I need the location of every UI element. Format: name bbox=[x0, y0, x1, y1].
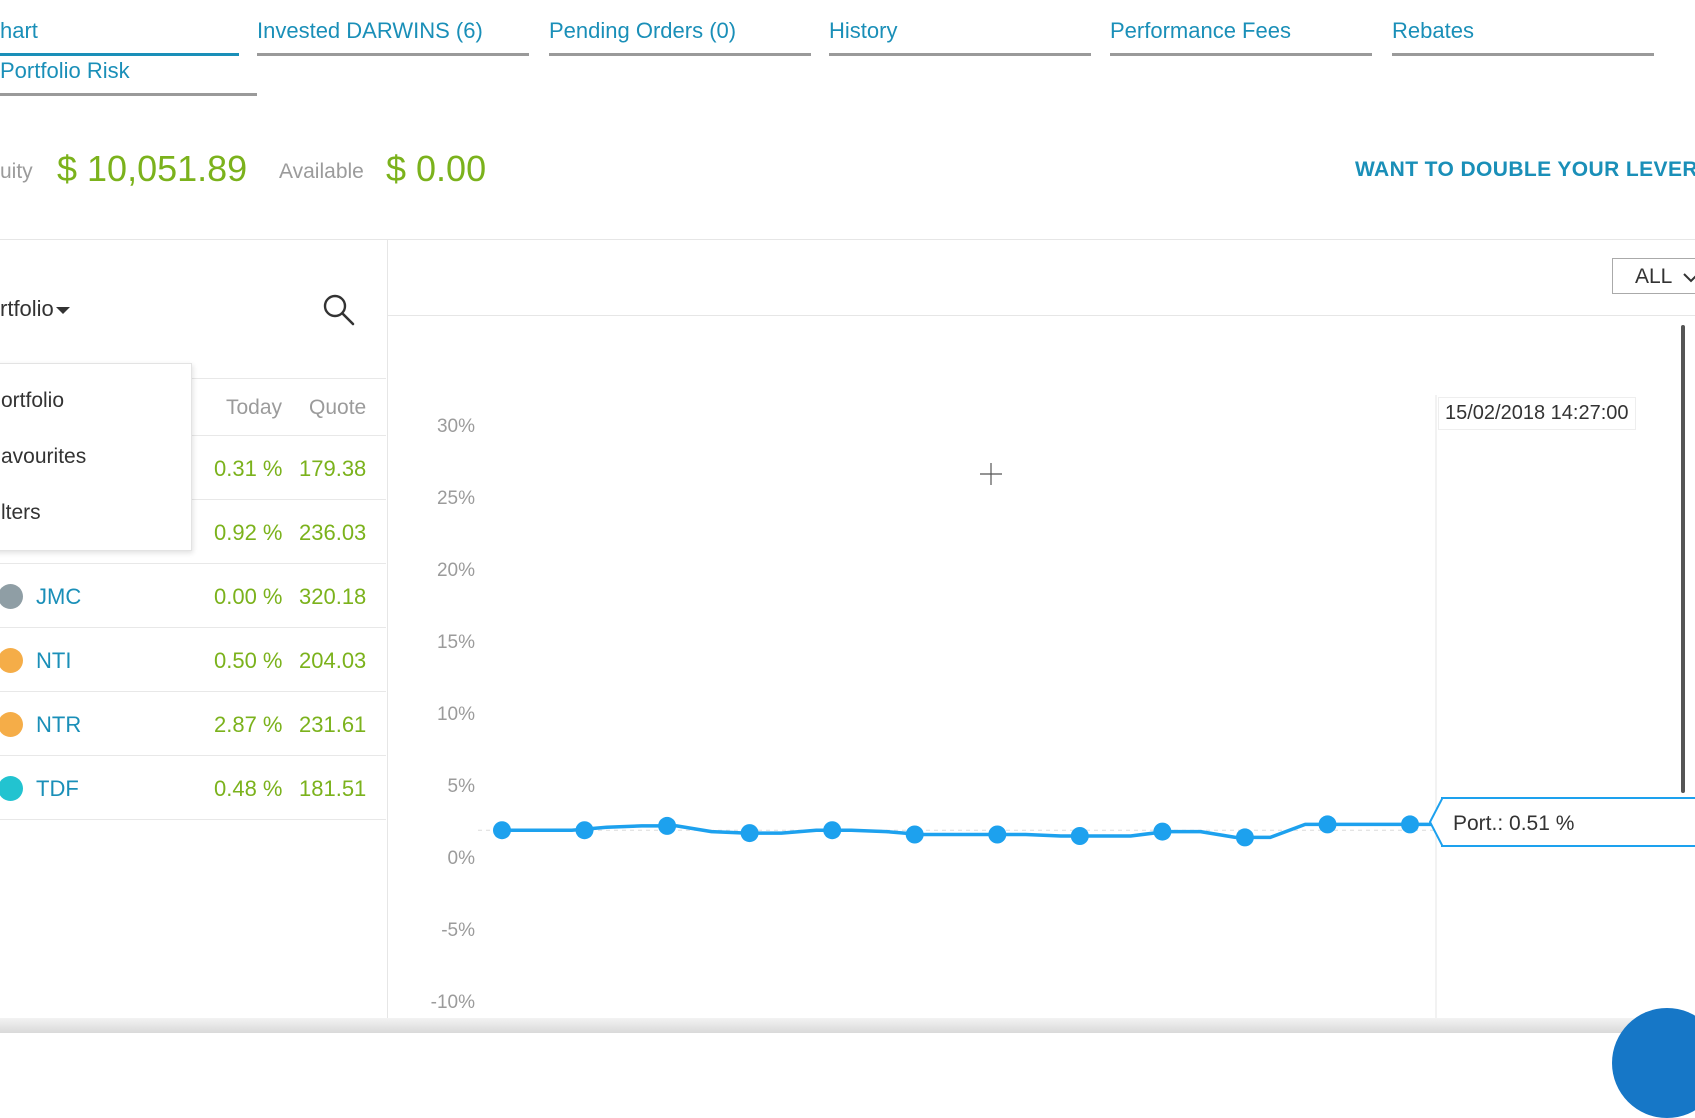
y-tick-label: -5% bbox=[441, 920, 475, 941]
darwin-ticker[interactable]: NTI bbox=[36, 648, 72, 673]
tab-invested-darwins[interactable]: Invested DARWINS (6) bbox=[257, 18, 529, 56]
portfolio-dropdown-menu: ortfolio avourites lters bbox=[0, 363, 192, 551]
tab-history[interactable]: History bbox=[829, 18, 1091, 56]
tooltip-date: 15/02/2018 14:27:00 bbox=[1438, 397, 1636, 430]
series-point[interactable] bbox=[1070, 827, 1089, 845]
today-change: 2.87 % bbox=[214, 712, 283, 737]
series-point[interactable] bbox=[823, 821, 842, 840]
available-value: $ 0.00 bbox=[386, 148, 487, 189]
crosshair-cursor-icon bbox=[980, 463, 1002, 485]
tab-portfolio-risk[interactable]: Portfolio Risk bbox=[0, 58, 257, 96]
dropdown-option-favourites[interactable]: avourites bbox=[1, 445, 87, 468]
portfolio-selector-label: rtfolio bbox=[0, 296, 54, 321]
column-header-quote: Quote bbox=[309, 396, 367, 419]
tab-chart[interactable]: hart bbox=[0, 18, 239, 56]
today-change: 0.48 % bbox=[214, 776, 283, 801]
row-divider bbox=[0, 378, 386, 379]
series-line bbox=[502, 822, 1440, 840]
series-point[interactable] bbox=[905, 825, 924, 844]
y-tick-label: 10% bbox=[436, 704, 475, 725]
darwin-ticker[interactable]: JMC bbox=[36, 584, 82, 609]
darwin-color-dot bbox=[0, 712, 23, 737]
scrollbar[interactable] bbox=[1681, 325, 1685, 793]
row-divider bbox=[0, 755, 386, 756]
quote-value: 181.51 bbox=[299, 776, 367, 801]
series-point[interactable] bbox=[1318, 815, 1337, 834]
summary-divider bbox=[0, 239, 1695, 240]
tooltip-value-label: Port.: 0.51 % bbox=[1453, 812, 1575, 835]
equity-value: $ 10,051.89 bbox=[57, 148, 248, 189]
y-tick-label: 0% bbox=[447, 848, 475, 869]
portfolio-chart bbox=[478, 395, 1440, 1033]
y-tick-label: 5% bbox=[447, 776, 475, 797]
quote-value: 236.03 bbox=[299, 520, 367, 545]
today-change: 0.00 % bbox=[214, 584, 283, 609]
bottom-shadow-bar bbox=[0, 1018, 1695, 1033]
series-point[interactable] bbox=[1153, 822, 1172, 841]
row-divider bbox=[0, 499, 386, 500]
quote-value: 204.03 bbox=[299, 648, 367, 673]
darwin-color-dot bbox=[0, 776, 23, 801]
y-tick-label: -10% bbox=[430, 992, 475, 1013]
quote-value: 231.61 bbox=[299, 712, 367, 737]
series-point[interactable] bbox=[575, 821, 594, 840]
caret-down-icon bbox=[55, 306, 70, 314]
row-divider bbox=[0, 819, 386, 820]
chevron-down-icon bbox=[1683, 273, 1695, 283]
today-change: 0.92 % bbox=[214, 520, 283, 545]
series-point[interactable] bbox=[658, 816, 677, 835]
series-point[interactable] bbox=[493, 821, 511, 840]
darwin-ticker[interactable]: TDF bbox=[36, 776, 79, 801]
chart-header-divider bbox=[388, 315, 1695, 316]
darwin-ticker[interactable]: NTR bbox=[36, 712, 82, 737]
portfolio-selector[interactable]: rtfolio bbox=[0, 296, 70, 322]
range-select[interactable]: ALL bbox=[1612, 258, 1695, 294]
y-tick-label: 25% bbox=[436, 488, 475, 509]
tab-rebates[interactable]: Rebates bbox=[1392, 18, 1654, 56]
available-label: Available bbox=[279, 160, 364, 183]
series-point[interactable] bbox=[1401, 815, 1419, 834]
quote-value: 179.38 bbox=[299, 456, 367, 481]
today-change: 0.50 % bbox=[214, 648, 283, 673]
darwin-color-dot bbox=[0, 584, 23, 609]
range-select-value: ALL bbox=[1635, 265, 1673, 288]
row-divider bbox=[0, 563, 386, 564]
row-divider bbox=[0, 435, 386, 436]
column-header-today: Today bbox=[226, 396, 283, 419]
dropdown-option-filters[interactable]: lters bbox=[1, 501, 41, 524]
series-point[interactable] bbox=[988, 825, 1007, 844]
row-divider bbox=[0, 627, 386, 628]
double-leverage-link[interactable]: WANT TO DOUBLE YOUR LEVERAG bbox=[1355, 158, 1695, 181]
tab-pending-orders[interactable]: Pending Orders (0) bbox=[549, 18, 811, 56]
tooltip-value: Port.: 0.51 % bbox=[1429, 797, 1695, 847]
today-change: 0.31 % bbox=[214, 456, 283, 481]
series-point[interactable] bbox=[1235, 828, 1254, 847]
y-tick-label: 20% bbox=[436, 560, 475, 581]
panel-divider bbox=[387, 240, 388, 1033]
darwin-color-dot bbox=[0, 648, 23, 673]
y-tick-label: 30% bbox=[436, 416, 475, 437]
tooltip-pointer-icon bbox=[1429, 797, 1443, 847]
search-icon[interactable] bbox=[322, 293, 356, 327]
equity-label: uity bbox=[0, 160, 33, 183]
y-tick-label: 15% bbox=[436, 632, 475, 653]
quote-value: 320.18 bbox=[299, 584, 367, 609]
row-divider bbox=[0, 691, 386, 692]
series-point[interactable] bbox=[740, 824, 759, 843]
tab-performance-fees[interactable]: Performance Fees bbox=[1110, 18, 1372, 56]
dropdown-option-portfolio[interactable]: ortfolio bbox=[1, 389, 65, 412]
